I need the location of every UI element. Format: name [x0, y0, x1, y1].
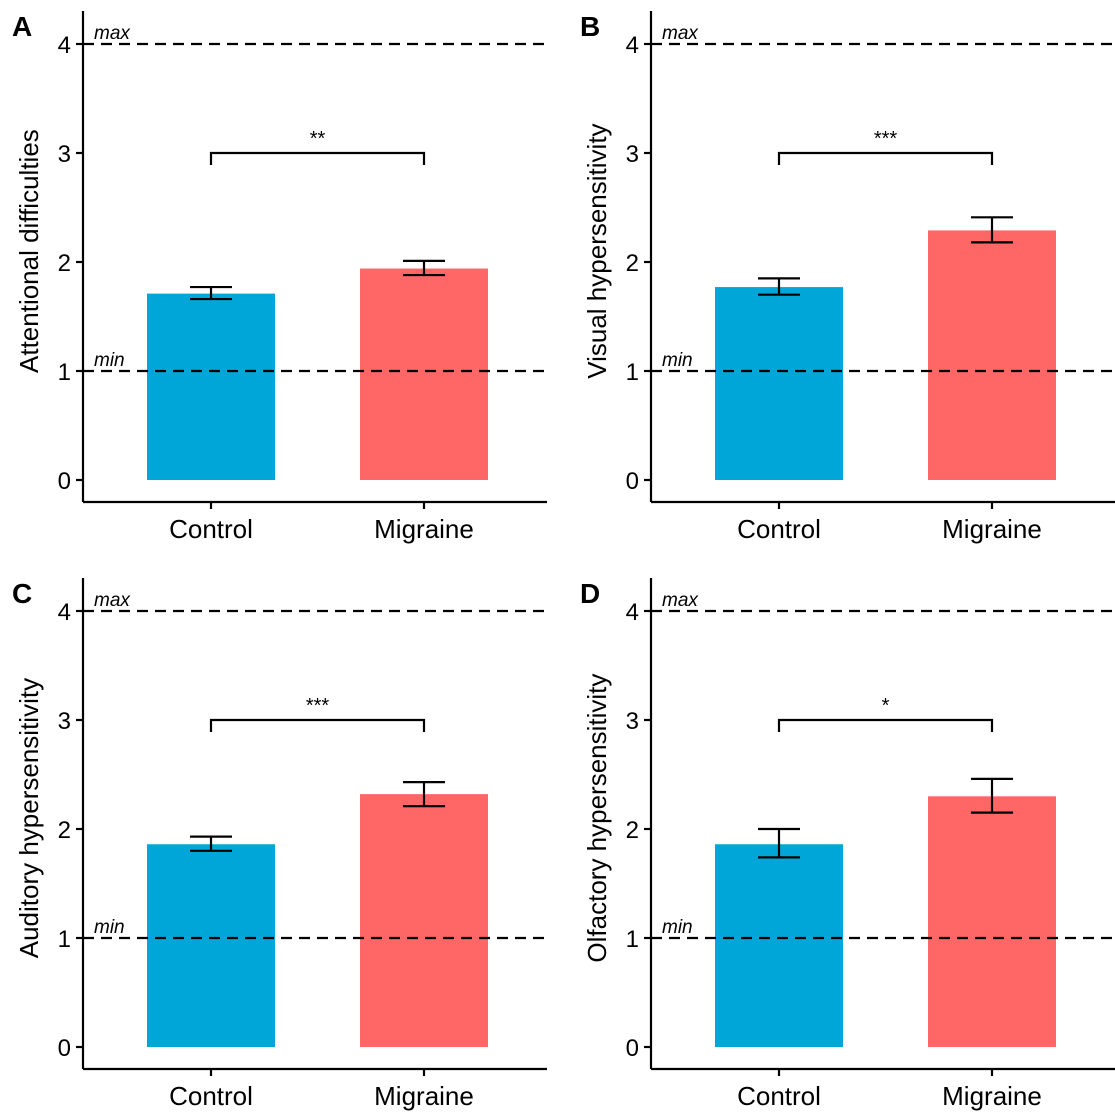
y-tick-label: 3 [626, 141, 639, 168]
panel-letter: D [580, 578, 600, 609]
reference-label-min: min [94, 350, 125, 371]
significance-label: ** [310, 128, 326, 150]
y-axis-label: Visual hypersensitivity [582, 123, 612, 378]
y-tick-label: 2 [626, 817, 639, 844]
error-bar-control [758, 277, 800, 296]
significance-bracket [209, 718, 426, 732]
y-axis-label: Auditory hypersensitivity [14, 678, 44, 958]
error-bar-migraine [403, 259, 445, 277]
panel-letter: A [12, 11, 32, 42]
x-tick-label-control: Control [169, 514, 253, 544]
reference-label-min: min [662, 917, 693, 938]
error-bar-migraine [971, 216, 1013, 244]
significance-label: *** [306, 695, 330, 717]
x-tick-label-migraine: Migraine [374, 1081, 474, 1111]
y-tick-label: 0 [58, 1035, 71, 1062]
bar-control [147, 844, 275, 1047]
y-tick-label: 2 [626, 250, 639, 277]
reference-label-max: max [662, 590, 699, 611]
reference-label-max: max [94, 23, 131, 44]
bar-control [715, 287, 843, 480]
bar-migraine [928, 796, 1056, 1047]
x-tick-label-migraine: Migraine [942, 514, 1042, 544]
y-tick-label: 4 [626, 599, 639, 626]
y-tick-label: 0 [626, 468, 639, 495]
error-bar-control [190, 835, 232, 852]
y-tick-label: 2 [58, 817, 71, 844]
y-tick-label: 1 [626, 926, 639, 953]
panel-b: B Visual hypersensitivity max min *** 0 1 2 3 4 Co… [580, 11, 1115, 544]
x-tick-label-migraine: Migraine [942, 1081, 1042, 1111]
significance-label: * [882, 695, 890, 717]
y-tick-label: 3 [58, 708, 71, 735]
x-tick-label-control: Control [737, 514, 821, 544]
y-axis-label: Attentional difficulties [14, 129, 44, 373]
bar-migraine [928, 230, 1056, 480]
panel-c: C Auditory hypersensitivity max min *** 0 1 2 3 4… [12, 578, 547, 1111]
y-tick-label: 1 [58, 926, 71, 953]
bar-migraine [360, 268, 488, 480]
y-tick-label: 0 [58, 468, 71, 495]
y-tick-label: 3 [626, 708, 639, 735]
x-tick-label-migraine: Migraine [374, 514, 474, 544]
y-tick-label: 2 [58, 250, 71, 277]
reference-label-max: max [662, 23, 699, 44]
significance-bracket [209, 151, 426, 165]
x-tick-label-control: Control [169, 1081, 253, 1111]
y-tick-label: 4 [58, 32, 71, 59]
panel-letter: C [12, 578, 32, 609]
y-tick-label: 4 [58, 599, 71, 626]
panel-a: A Attentional difficulties max min ** 0 1 2 3 4 Co… [12, 11, 547, 544]
error-bar-migraine [971, 777, 1013, 814]
bar-control [715, 844, 843, 1047]
bar-migraine [360, 794, 488, 1047]
y-tick-label: 3 [58, 141, 71, 168]
y-tick-label: 0 [626, 1035, 639, 1062]
error-bar-control [758, 827, 800, 859]
significance-bracket [777, 718, 994, 732]
significance-bracket [777, 151, 994, 165]
reference-label-max: max [94, 590, 131, 611]
reference-label-min: min [662, 350, 693, 371]
y-axis-label: Olfactory hypersensitivity [582, 674, 612, 963]
x-tick-label-control: Control [737, 1081, 821, 1111]
error-bar-control [190, 285, 232, 301]
panel-letter: B [580, 11, 600, 42]
bar-control [147, 293, 275, 480]
y-tick-label: 4 [626, 32, 639, 59]
error-bar-migraine [403, 781, 445, 808]
y-tick-label: 1 [626, 359, 639, 386]
y-tick-label: 1 [58, 359, 71, 386]
significance-label: *** [874, 128, 898, 150]
reference-label-min: min [94, 917, 125, 938]
panel-d: D Olfactory hypersensitivity max min * 0 1 2 3 4 C… [580, 578, 1115, 1111]
